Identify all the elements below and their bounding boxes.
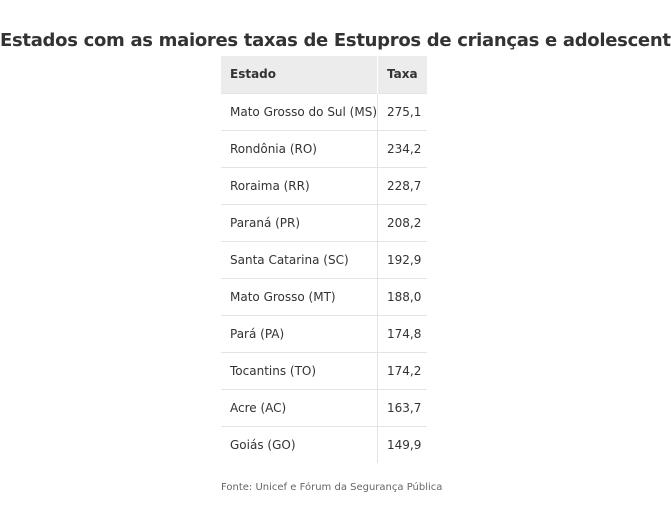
table-row: Rondônia (RO) 234,2 — [221, 129, 427, 167]
table-row: Mato Grosso do Sul (MS) 275,1 — [221, 92, 427, 130]
rate-cell: 149,9 — [377, 425, 427, 463]
state-cell: Roraima (RR) — [221, 166, 379, 204]
table-row: Acre (AC) 163,7 — [221, 388, 427, 426]
state-cell: Santa Catarina (SC) — [221, 240, 379, 278]
rate-cell: 174,2 — [377, 351, 427, 389]
chart-title: Estados com as maiores taxas de Estupros… — [0, 30, 671, 51]
state-cell: Goiás (GO) — [221, 425, 379, 463]
state-cell: Mato Grosso do Sul (MS) — [221, 92, 379, 130]
table-row: Mato Grosso (MT) 188,0 — [221, 277, 427, 315]
rate-cell: 188,0 — [377, 277, 427, 315]
state-cell: Mato Grosso (MT) — [221, 277, 379, 315]
state-cell: Pará (PA) — [221, 314, 379, 352]
source-note: Fonte: Unicef e Fórum da Segurança Públi… — [221, 482, 443, 493]
table-row: Paraná (PR) 208,2 — [221, 203, 427, 241]
state-cell: Rondônia (RO) — [221, 129, 379, 167]
table-header-row: Estado Taxa — [221, 56, 427, 93]
table-row: Santa Catarina (SC) 192,9 — [221, 240, 427, 278]
rate-cell: 163,7 — [377, 388, 427, 426]
table-row: Tocantins (TO) 174,2 — [221, 351, 427, 389]
state-cell: Paraná (PR) — [221, 203, 379, 241]
rate-cell: 228,7 — [377, 166, 427, 204]
rate-cell: 234,2 — [377, 129, 427, 167]
rate-cell: 208,2 — [377, 203, 427, 241]
column-header-rate: Taxa — [377, 56, 427, 93]
data-table: Estado Taxa Mato Grosso do Sul (MS) 275,… — [221, 56, 427, 463]
table-row: Goiás (GO) 149,9 — [221, 425, 427, 463]
column-header-state: Estado — [221, 56, 379, 93]
rate-cell: 192,9 — [377, 240, 427, 278]
rate-cell: 275,1 — [377, 92, 427, 130]
rate-cell: 174,8 — [377, 314, 427, 352]
state-cell: Acre (AC) — [221, 388, 379, 426]
table-row: Pará (PA) 174,8 — [221, 314, 427, 352]
state-cell: Tocantins (TO) — [221, 351, 379, 389]
table-row: Roraima (RR) 228,7 — [221, 166, 427, 204]
